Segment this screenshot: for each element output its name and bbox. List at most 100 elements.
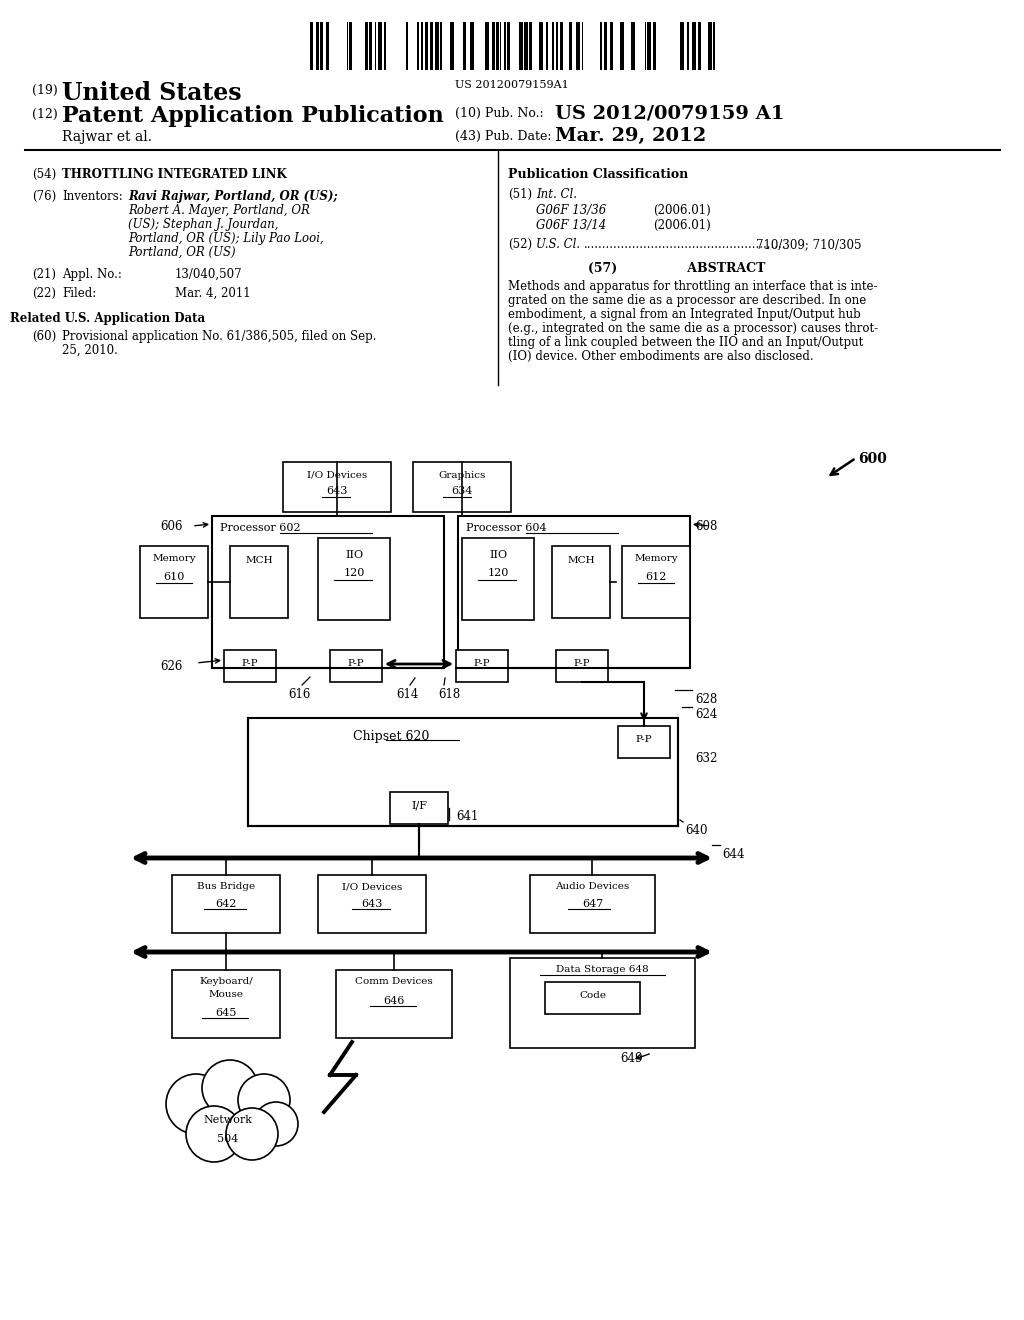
Text: Comm Devices: Comm Devices [355, 977, 433, 986]
Bar [318, 875, 426, 933]
Bar [349, 22, 352, 70]
Bar [406, 22, 408, 70]
Circle shape [238, 1074, 290, 1126]
Bar [631, 22, 635, 70]
Bar [430, 22, 433, 70]
Text: I/O Devices: I/O Devices [307, 471, 368, 480]
Text: I/F: I/F [411, 801, 427, 810]
Bar [378, 22, 382, 70]
Bar [708, 22, 712, 70]
Bar [326, 22, 329, 70]
Bar [620, 22, 624, 70]
Text: 13/040,507: 13/040,507 [175, 268, 243, 281]
Text: Mar. 4, 2011: Mar. 4, 2011 [175, 286, 251, 300]
Text: Filed:: Filed: [62, 286, 96, 300]
Text: (57)                ABSTRACT: (57) ABSTRACT [588, 261, 765, 275]
Text: 643: 643 [361, 899, 383, 909]
Text: IIO: IIO [345, 550, 364, 560]
Text: (e.g., integrated on the same die as a processor) causes throt-: (e.g., integrated on the same die as a p… [508, 322, 879, 335]
Text: IIO: IIO [488, 550, 507, 560]
Text: 643: 643 [327, 486, 348, 496]
Text: MCH: MCH [567, 556, 595, 565]
Text: (22): (22) [32, 286, 56, 300]
Bar [507, 22, 510, 70]
Text: (54): (54) [32, 168, 56, 181]
Bar [365, 22, 368, 70]
Text: (60): (60) [32, 330, 56, 343]
Bar [319, 22, 323, 70]
Bar [318, 539, 390, 620]
Bar [604, 22, 607, 70]
Text: Related U.S. Application Data: Related U.S. Application Data [10, 312, 206, 325]
Bar [230, 546, 288, 618]
Text: (76): (76) [32, 190, 56, 203]
Bar [524, 22, 528, 70]
Text: 632: 632 [695, 752, 718, 766]
Bar [283, 462, 391, 512]
Text: 614: 614 [396, 688, 419, 701]
Text: 645: 645 [215, 1008, 237, 1018]
Text: 606: 606 [160, 520, 182, 533]
Text: 610: 610 [163, 572, 184, 582]
Bar [421, 22, 423, 70]
Text: 634: 634 [452, 486, 473, 496]
Text: (US); Stephan J. Jourdan,: (US); Stephan J. Jourdan, [128, 218, 279, 231]
Text: United States: United States [62, 81, 242, 106]
Text: Appl. No.:: Appl. No.: [62, 268, 122, 281]
Bar [545, 982, 640, 1014]
Text: (21): (21) [32, 268, 56, 281]
Bar [248, 718, 678, 826]
Text: Patent Application Publication: Patent Application Publication [62, 106, 443, 127]
Text: MCH: MCH [245, 556, 272, 565]
Text: (43) Pub. Date:: (43) Pub. Date: [455, 129, 552, 143]
Bar [680, 22, 684, 70]
Bar [556, 649, 608, 682]
Text: 642: 642 [215, 899, 237, 909]
Bar [212, 516, 444, 668]
Bar [369, 22, 372, 70]
Text: Graphics: Graphics [438, 471, 485, 480]
Bar [450, 22, 454, 70]
Text: 616: 616 [288, 688, 310, 701]
Text: P-P: P-P [573, 659, 590, 668]
Text: 120: 120 [487, 568, 509, 578]
Bar [425, 22, 428, 70]
Text: US 20120079159A1: US 20120079159A1 [455, 81, 569, 90]
Text: US 2012/0079159 A1: US 2012/0079159 A1 [555, 104, 784, 121]
Text: Memory: Memory [153, 554, 196, 564]
Text: embodiment, a signal from an Integrated Input/Output hub: embodiment, a signal from an Integrated … [508, 308, 861, 321]
Text: G06F 13/14: G06F 13/14 [536, 219, 606, 232]
Text: grated on the same die as a processor are described. In one: grated on the same die as a processor ar… [508, 294, 866, 308]
Text: 626: 626 [160, 660, 182, 673]
Bar [440, 22, 442, 70]
Circle shape [176, 1067, 280, 1170]
Circle shape [166, 1074, 226, 1134]
Text: P-P: P-P [242, 659, 258, 668]
Text: Methods and apparatus for throttling an interface that is inte-: Methods and apparatus for throttling an … [508, 280, 878, 293]
Text: Processor 602: Processor 602 [220, 523, 301, 533]
Text: Network: Network [204, 1115, 253, 1125]
Text: G06F 13/36: G06F 13/36 [536, 205, 606, 216]
Bar [698, 22, 701, 70]
Text: Portland, OR (US): Portland, OR (US) [128, 246, 236, 259]
Text: 25, 2010.: 25, 2010. [62, 345, 118, 356]
Text: Audio Devices: Audio Devices [555, 882, 630, 891]
Bar [653, 22, 656, 70]
Bar [435, 22, 439, 70]
Text: I/O Devices: I/O Devices [342, 882, 402, 891]
Circle shape [186, 1106, 242, 1162]
Bar [463, 22, 466, 70]
Bar [496, 22, 499, 70]
Text: 504: 504 [217, 1134, 239, 1144]
Text: Int. Cl.: Int. Cl. [536, 187, 577, 201]
Text: 640: 640 [685, 824, 708, 837]
Bar [687, 22, 689, 70]
Bar [413, 462, 511, 512]
Bar [569, 22, 572, 70]
Bar [610, 22, 613, 70]
Text: Keyboard/: Keyboard/ [199, 977, 253, 986]
Text: (IO) device. Other embodiments are also disclosed.: (IO) device. Other embodiments are also … [508, 350, 814, 363]
Bar [560, 22, 563, 70]
Text: (10) Pub. No.:: (10) Pub. No.: [455, 107, 544, 120]
Text: Inventors:: Inventors: [62, 190, 123, 203]
